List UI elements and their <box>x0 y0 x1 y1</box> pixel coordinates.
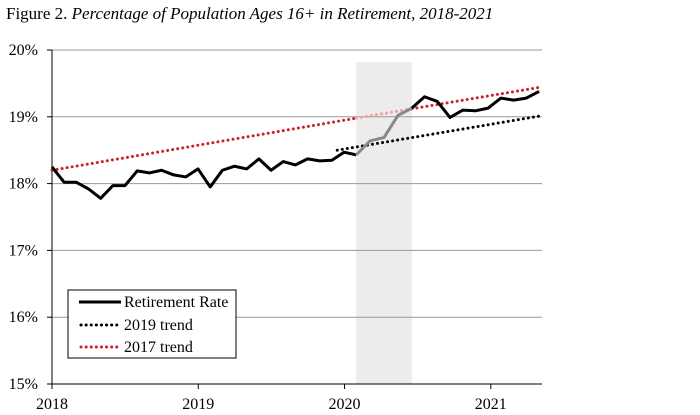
x-tick-label-2021: 2021 <box>475 396 507 413</box>
series-layer <box>50 85 541 200</box>
tick-layer: 20% 19% 18% 17% 16% 15% 2018 2019 2020 2021 <box>9 42 507 413</box>
legend-label-retirement-rate: Retirement Rate <box>124 294 228 311</box>
legend-label-2019-trend: 2019 trend <box>124 317 193 334</box>
legend: Retirement Rate 2019 trend 2017 trend <box>67 289 237 359</box>
figure-title-text: Percentage of Population Ages 16+ in Ret… <box>71 4 494 23</box>
y-tick-label-20pct: 20% <box>9 42 38 59</box>
series-2017-trend-segment-2 <box>410 85 541 111</box>
series-retirement-rate-segment-2 <box>410 90 540 119</box>
x-tick-label-2019: 2019 <box>182 396 214 413</box>
y-tick-label-15pct: 15% <box>9 376 38 393</box>
shade-layer <box>356 62 412 384</box>
series-2017-trend-segment-0 <box>50 116 358 172</box>
axis-layer <box>51 50 542 385</box>
figure-title: Figure 2. Percentage of Population Ages … <box>6 4 493 24</box>
series-retirement-rate-segment-1 <box>355 106 413 156</box>
series-2017-trend-segment-1 <box>354 107 414 120</box>
legend-label-2017-trend: 2017 trend <box>124 339 193 356</box>
x-tick-label-2018: 2018 <box>36 396 68 413</box>
y-tick-label-16pct: 16% <box>9 309 38 326</box>
series-retirement-rate-segment-0 <box>50 150 357 200</box>
x-tick-label-2020: 2020 <box>329 396 361 413</box>
y-tick-label-18pct: 18% <box>9 176 38 193</box>
shaded-period <box>356 62 412 384</box>
series-2019-trend <box>335 114 541 152</box>
y-tick-label-19pct: 19% <box>9 109 38 126</box>
figure-title-prefix: Figure 2. <box>6 4 72 23</box>
y-tick-label-17pct: 17% <box>9 242 38 259</box>
